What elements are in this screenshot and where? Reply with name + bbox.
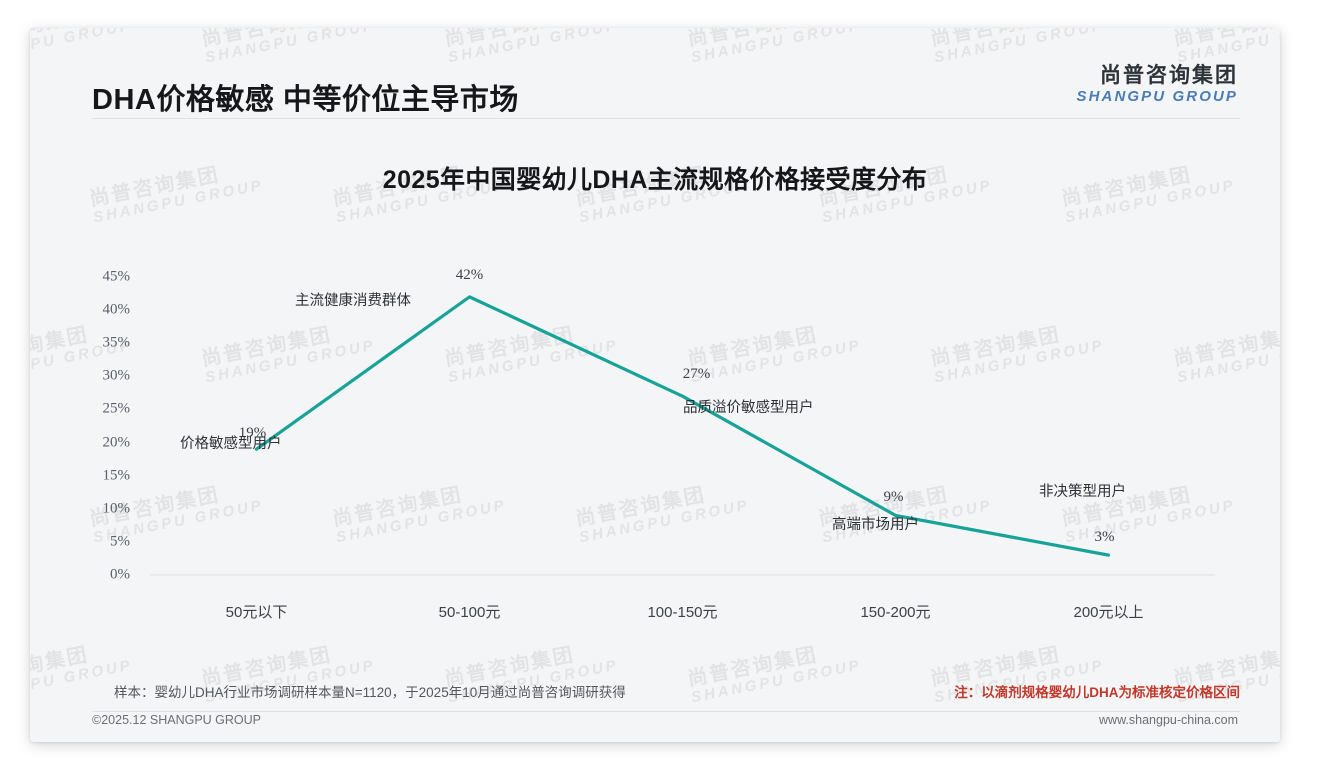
y-axis-tick-label: 5%	[110, 533, 130, 550]
y-axis-tick-label: 0%	[110, 566, 130, 583]
y-axis: 45% 40% 35% 30% 25% 20% 15% 10% 5% 0%	[78, 28, 131, 742]
data-point-value-label: 42%	[455, 266, 484, 283]
note-row: 样本：婴幼儿DHA行业市场调研样本量N=1120，于2025年10月通过尚普咨询…	[92, 676, 1240, 708]
chart-plot-svg	[150, 295, 1215, 576]
data-point-value-label: 3%	[1094, 529, 1115, 546]
chart-title: 2025年中国婴幼儿DHA主流规格价格接受度分布	[382, 166, 928, 194]
y-axis-tick-label: 35%	[102, 334, 131, 351]
slide-header: DHA价格敏感 中等价位主导市场 尚普咨询集团 SHANGPU GROUP	[30, 28, 1280, 120]
sample-note: 样本：婴幼儿DHA行业市场调研样本量N=1120，于2025年10月通过尚普咨询…	[114, 685, 626, 700]
data-point-value-label: 19%	[238, 425, 267, 442]
segment-annotation-label: 品质溢价敏感型用户	[683, 400, 814, 416]
x-axis-tick-label: 200元以上	[1073, 604, 1144, 621]
remark-note: 注：以滴剂规格婴幼儿DHA为标准核定价格区间	[954, 685, 1240, 700]
data-series-line	[254, 295, 1111, 557]
data-point-value-label: 27%	[682, 366, 711, 383]
brand-logo-en: SHANGPU GROUP	[1076, 87, 1238, 105]
x-axis-tick-label: 50-100元	[438, 604, 501, 621]
y-axis-tick-label: 40%	[102, 301, 131, 318]
header-divider	[92, 118, 1240, 119]
copyright-text: ©2025.12 SHANGPU GROUP	[92, 713, 261, 727]
y-axis-tick-label: 30%	[102, 367, 131, 384]
y-axis-tick-label: 25%	[102, 400, 131, 417]
brand-logo: 尚普咨询集团 SHANGPU GROUP	[1077, 64, 1238, 105]
segment-annotation-label: 高端市场用户	[832, 517, 919, 533]
y-axis-tick-label: 20%	[102, 434, 131, 451]
page-title: DHA价格敏感 中等价位主导市场	[92, 84, 519, 116]
x-axis-tick-label: 150-200元	[860, 604, 931, 621]
x-axis-tick-label: 100-150元	[647, 604, 718, 621]
line-chart: 45% 40% 35% 30% 25% 20% 15% 10% 5% 0% 50元以下 50-100…	[30, 28, 1280, 742]
website-text: www.shangpu-china.com	[1099, 713, 1238, 727]
note-divider	[92, 711, 1240, 712]
x-axis-tick-label: 50元以下	[225, 604, 288, 621]
slide-footer: ©2025.12 SHANGPU GROUP www.shangpu-china…	[30, 710, 1280, 742]
y-axis-tick-label: 15%	[102, 467, 131, 484]
y-axis-tick-label: 10%	[102, 500, 131, 517]
y-axis-tick-label: 45%	[102, 268, 131, 285]
data-point-value-label: 9%	[883, 489, 904, 506]
segment-annotation-label: 价格敏感型用户	[180, 436, 282, 452]
brand-logo-cn: 尚普咨询集团	[1100, 64, 1238, 87]
segment-annotation-label: 非决策型用户	[1039, 484, 1126, 500]
segment-annotation-label: 主流健康消费群体	[295, 293, 411, 309]
